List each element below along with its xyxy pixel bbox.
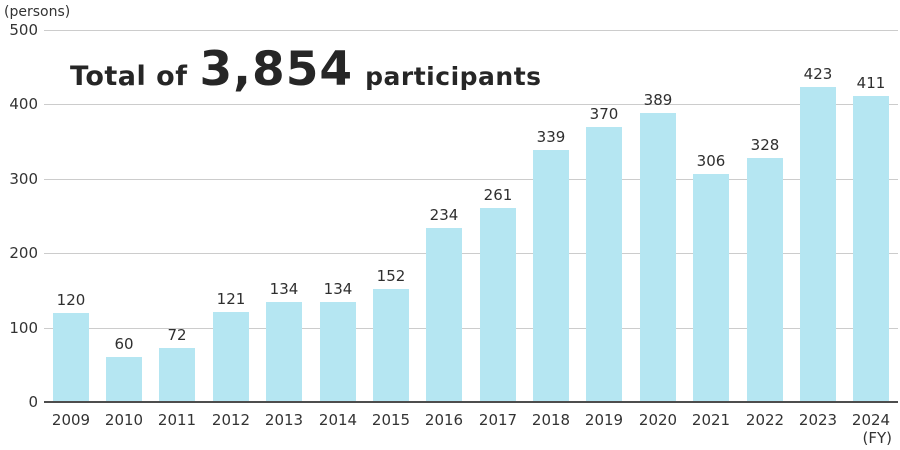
bar-value-label-2015: 152 <box>376 267 406 285</box>
bar-2012 <box>213 312 249 402</box>
x-tick-label-2021: 2021 <box>691 411 731 429</box>
bar-2024 <box>853 96 889 402</box>
bar-value-label-2017: 261 <box>483 186 513 204</box>
x-tick-label-2024: 2024 <box>851 411 891 429</box>
x-tick-label-2012: 2012 <box>211 411 251 429</box>
gridline-400 <box>44 104 898 105</box>
bar-value-label-2010: 60 <box>114 335 134 353</box>
bar-value-label-2023: 423 <box>803 65 833 83</box>
bar-value-label-2012: 121 <box>216 290 246 308</box>
bar-value-label-2024: 411 <box>856 74 886 92</box>
gridline-500 <box>44 30 898 31</box>
y-tick-label: 0 <box>28 393 38 411</box>
y-tick-label: 500 <box>9 21 38 39</box>
bar-2018 <box>533 150 569 402</box>
gridline-100 <box>44 328 898 329</box>
x-axis-line <box>44 401 898 403</box>
x-tick-label-2017: 2017 <box>478 411 518 429</box>
x-axis-unit-label: (FY) <box>862 429 893 447</box>
bar-value-label-2020: 389 <box>643 91 673 109</box>
gridline-300 <box>44 179 898 180</box>
x-tick-label-2010: 2010 <box>104 411 144 429</box>
chart-title: Total of 3,854 participants <box>70 42 542 97</box>
bar-2011 <box>159 348 195 402</box>
y-tick-label: 200 <box>9 244 38 262</box>
title-total-count: 3,854 <box>199 42 354 97</box>
bar-2019 <box>586 127 622 402</box>
bar-2016 <box>426 228 462 402</box>
title-prefix: Total of <box>70 61 188 92</box>
bar-2021 <box>693 174 729 402</box>
title-suffix: participants <box>365 62 542 91</box>
x-tick-label-2018: 2018 <box>531 411 571 429</box>
bar-2014 <box>320 302 356 402</box>
bar-2009 <box>53 313 89 402</box>
bar-2020 <box>640 113 676 402</box>
bar-value-label-2011: 72 <box>167 326 187 344</box>
x-tick-label-2011: 2011 <box>157 411 197 429</box>
bar-2013 <box>266 302 302 402</box>
y-tick-label: 300 <box>9 170 38 188</box>
bar-2015 <box>373 289 409 402</box>
bar-value-label-2021: 306 <box>696 152 726 170</box>
x-tick-label-2023: 2023 <box>798 411 838 429</box>
bar-2022 <box>747 158 783 402</box>
x-tick-label-2014: 2014 <box>318 411 358 429</box>
y-tick-label: 100 <box>9 319 38 337</box>
x-tick-label-2009: 2009 <box>51 411 91 429</box>
bar-2023 <box>800 87 836 402</box>
x-tick-label-2019: 2019 <box>584 411 624 429</box>
x-tick-label-2016: 2016 <box>424 411 464 429</box>
x-tick-label-2022: 2022 <box>745 411 785 429</box>
gridline-200 <box>44 253 898 254</box>
x-tick-label-2015: 2015 <box>371 411 411 429</box>
y-tick-label: 400 <box>9 95 38 113</box>
bar-value-label-2018: 339 <box>536 128 566 146</box>
bar-value-label-2019: 370 <box>589 105 619 123</box>
y-axis-unit-label: (persons) <box>4 4 71 20</box>
bar-value-label-2013: 134 <box>269 280 299 298</box>
bar-value-label-2022: 328 <box>750 136 780 154</box>
bar-2010 <box>106 357 142 402</box>
x-tick-label-2020: 2020 <box>638 411 678 429</box>
bar-2017 <box>480 208 516 402</box>
bar-value-label-2016: 234 <box>429 206 459 224</box>
bar-value-label-2014: 134 <box>323 280 353 298</box>
bar-value-label-2009: 120 <box>56 291 86 309</box>
x-tick-label-2013: 2013 <box>264 411 304 429</box>
